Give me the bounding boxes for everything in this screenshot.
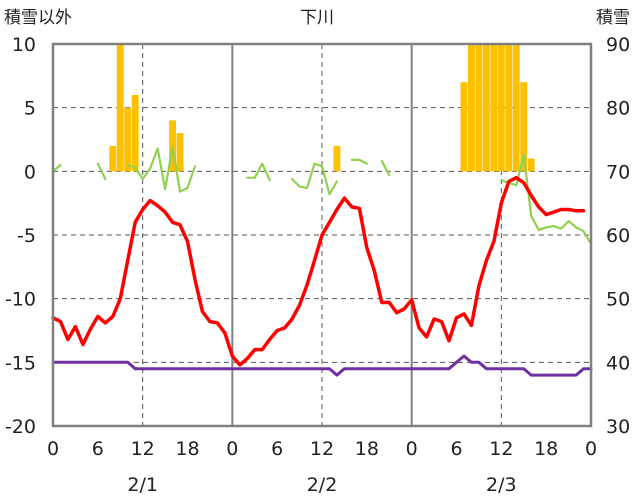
precip-bar: [176, 133, 184, 172]
precip-bar: [460, 82, 468, 172]
precip-bar: [333, 145, 341, 172]
x-tick: 18: [534, 438, 558, 460]
precip-bar: [512, 44, 520, 172]
line-積雪深: [51, 354, 593, 377]
y-tick-right: 30: [606, 416, 630, 438]
precip-bar: [468, 44, 475, 172]
y-tick-left: 10: [12, 34, 36, 56]
x-tick: 0: [406, 438, 418, 460]
precip-bars: [109, 44, 535, 172]
y-tick-left: -15: [5, 352, 36, 374]
precip-bar: [497, 44, 505, 172]
precip-bar: [116, 44, 124, 172]
precip-bar: [475, 44, 483, 172]
y-tick-left: -5: [17, 225, 36, 247]
x-tick: 12: [489, 438, 513, 460]
x-tick: 6: [450, 438, 462, 460]
precip-bar: [124, 107, 132, 172]
line-風速: [51, 146, 593, 245]
x-tick: 12: [131, 438, 155, 460]
x-tick: 6: [92, 438, 104, 460]
x-tick: 12: [310, 438, 334, 460]
x-tick: 6: [271, 438, 283, 460]
day-label: 2/2: [307, 474, 338, 496]
precip-bar: [131, 94, 139, 172]
y-axis-left: 10 5 0 -5 -10 -15 -20: [5, 34, 36, 438]
series-lines: [51, 146, 593, 377]
y-tick-left: 0: [24, 161, 36, 183]
x-tick: 0: [585, 438, 597, 460]
precip-bar: [169, 120, 176, 172]
day-label: 2/3: [486, 474, 517, 496]
x-tick: 18: [175, 438, 199, 460]
y-tick-left: -20: [5, 416, 36, 438]
plot-frame: [51, 42, 593, 428]
y-tick-left: 5: [24, 98, 36, 120]
y-tick-left: -10: [5, 289, 36, 311]
y-tick-right: 80: [606, 98, 630, 120]
chart-title: 下川: [300, 8, 334, 28]
precip-bar: [482, 44, 490, 172]
left-axis-title: 積雪以外: [4, 8, 72, 28]
precip-bar: [520, 82, 528, 172]
y-axis-right: 90 80 70 60 50 40 30: [606, 34, 630, 438]
x-tick: 18: [355, 438, 379, 460]
x-tick: 0: [226, 438, 238, 460]
day-label: 2/1: [127, 474, 158, 496]
y-tick-right: 90: [606, 34, 630, 56]
plot-border: [51, 42, 593, 428]
y-tick-right: 70: [606, 161, 630, 183]
line-気温: [51, 175, 586, 367]
precip-bar: [505, 44, 513, 172]
x-tick: 0: [47, 438, 59, 460]
x-axis: 0 6 12 18 0 6 12 18 0 6 12 18 0: [47, 438, 597, 460]
right-axis-title: 積雪: [596, 8, 630, 28]
y-tick-right: 60: [606, 225, 630, 247]
precip-bar: [527, 158, 535, 172]
precip-bar: [490, 44, 498, 172]
y-tick-right: 50: [606, 289, 630, 311]
day-labels: 2/1 2/2 2/3: [127, 474, 516, 496]
y-tick-right: 40: [606, 352, 630, 374]
precip-bar: [109, 145, 117, 172]
